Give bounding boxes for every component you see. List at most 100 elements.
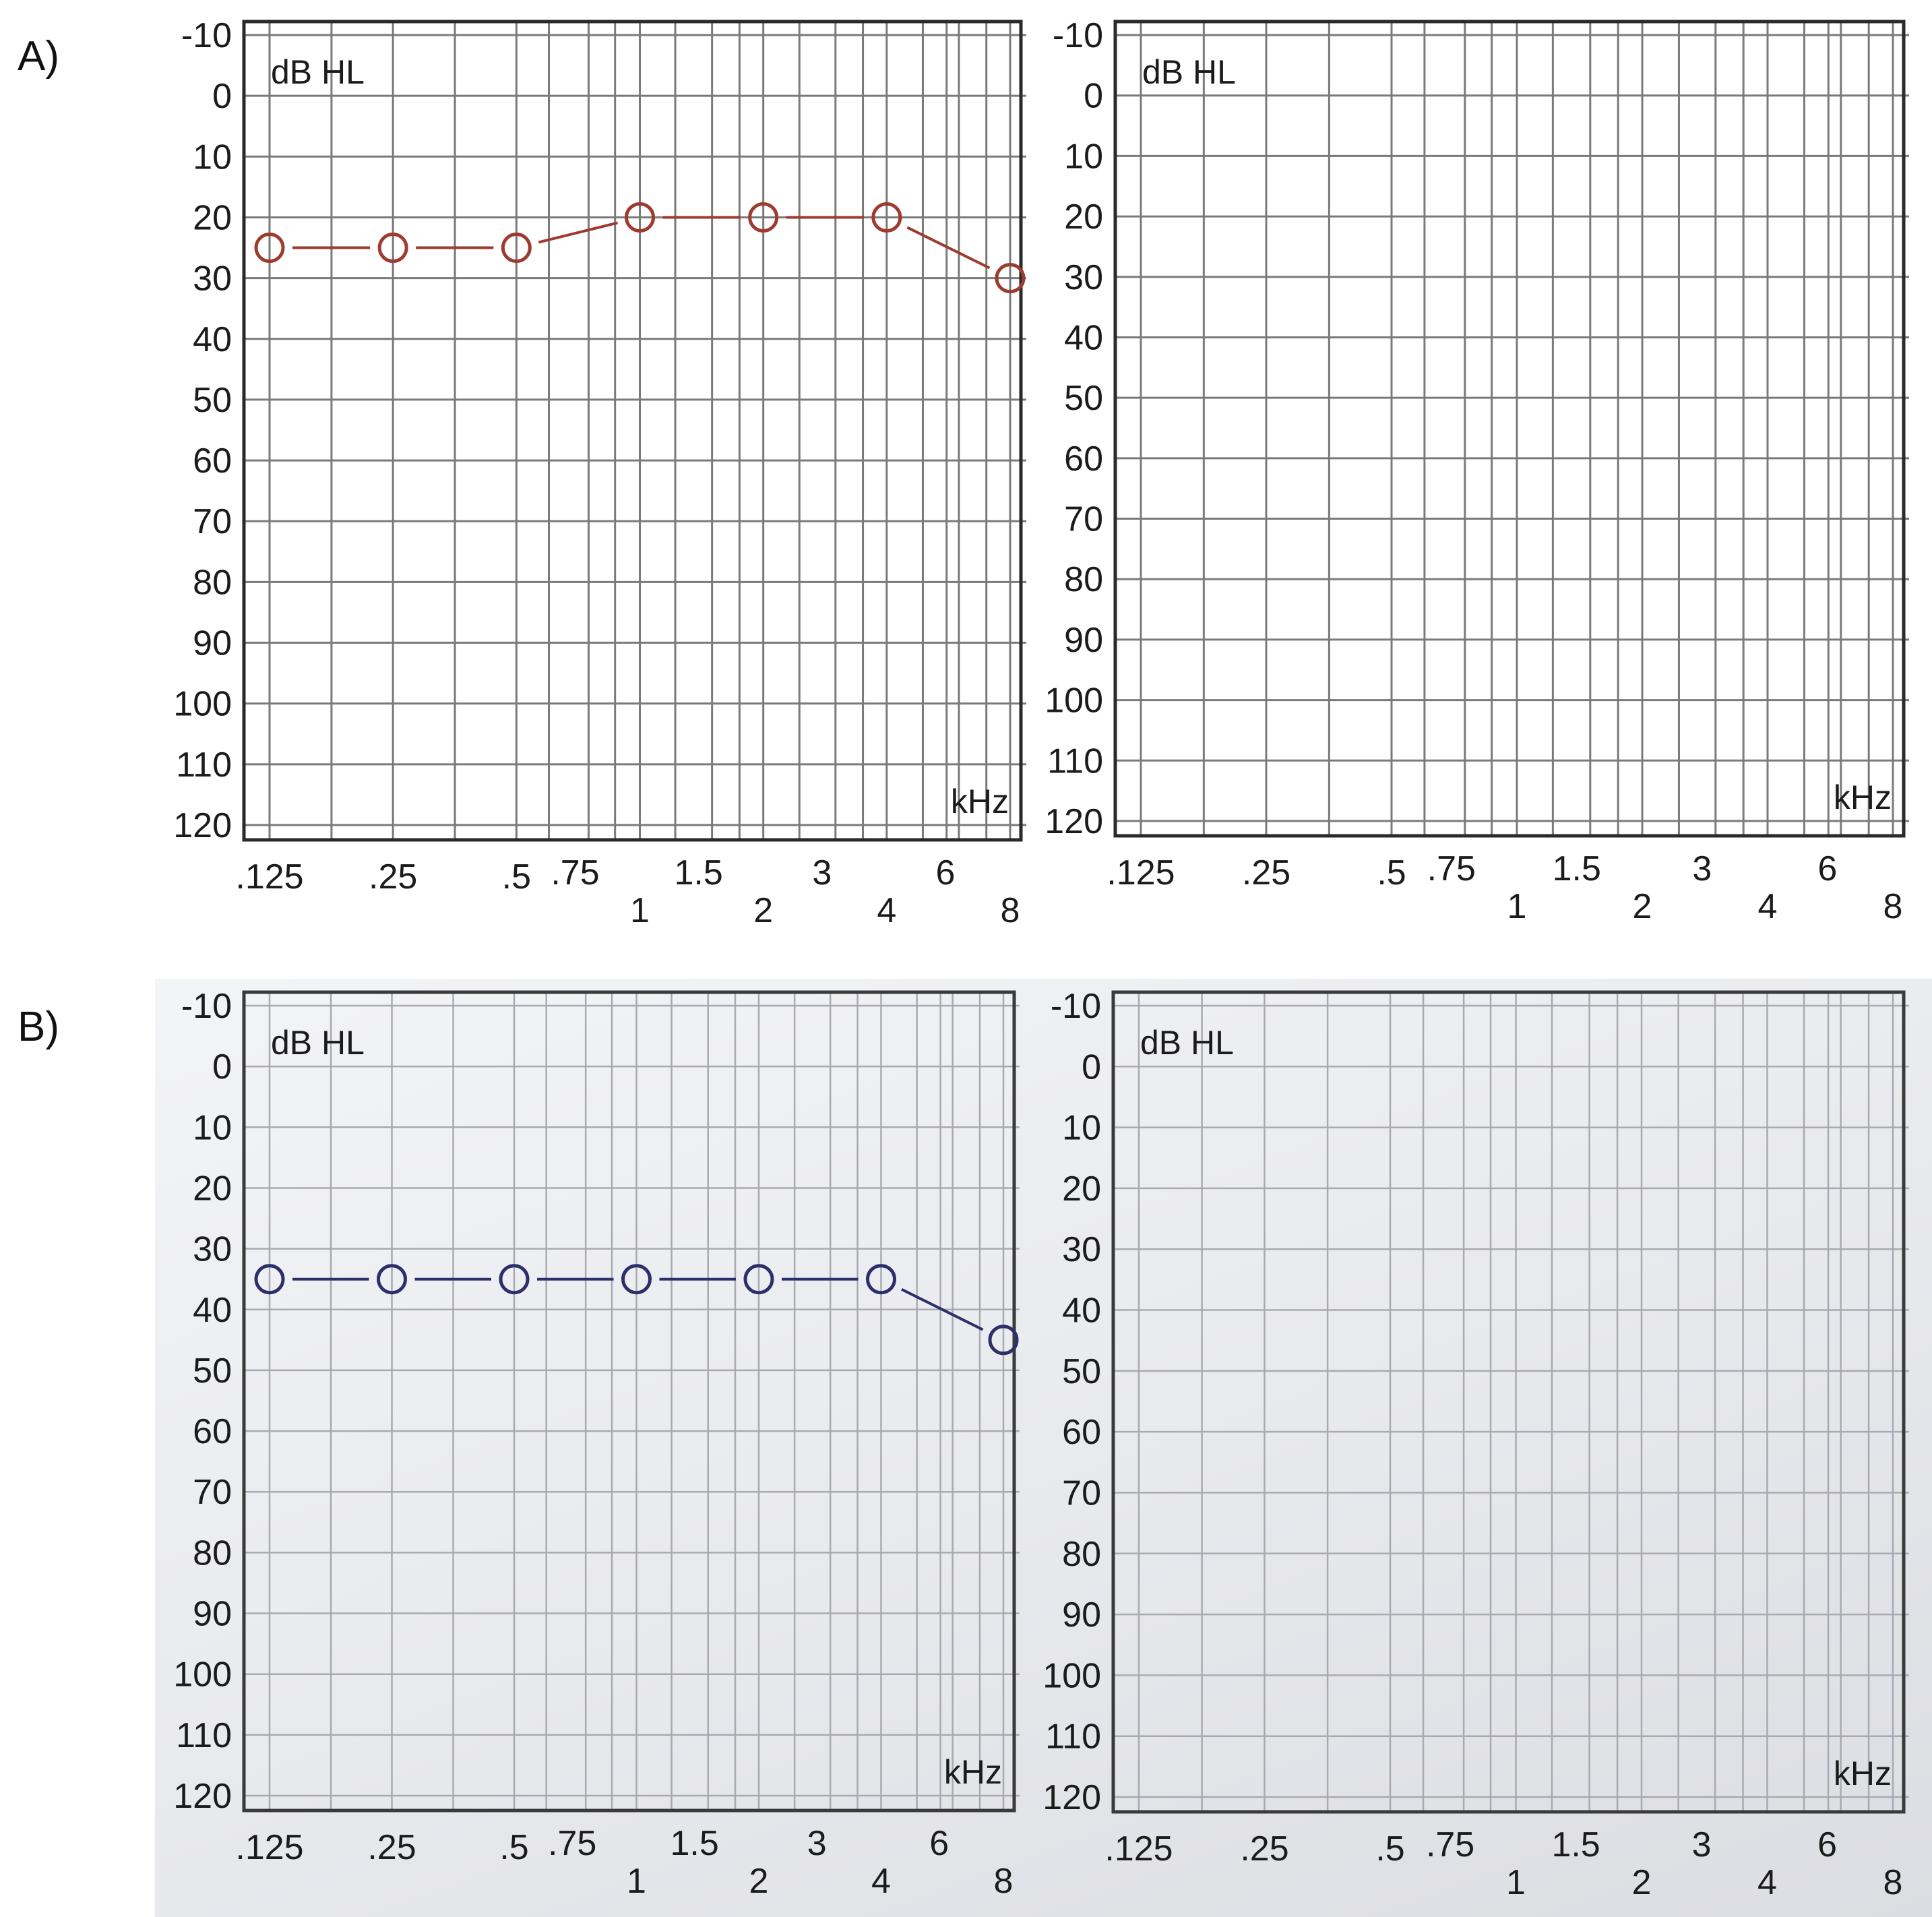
panel-b-paper-background [155, 979, 1932, 1917]
y-tick-label: 30 [1064, 258, 1103, 297]
y-tick-label: 80 [193, 1533, 232, 1573]
x-tick-label-minor: 6 [929, 1824, 949, 1863]
y-axis-label: dB HL [1140, 1024, 1234, 1062]
x-tick-label: 4 [877, 891, 896, 930]
x-tick-label: 1 [1507, 887, 1527, 926]
y-tick-label: 20 [1062, 1169, 1101, 1209]
x-tick-label-minor: 3 [807, 1824, 827, 1863]
y-tick-label: 10 [193, 1108, 232, 1147]
x-tick-label: 8 [994, 1862, 1014, 1901]
x-tick-label: .25 [1242, 853, 1290, 892]
y-tick-label: -10 [181, 987, 232, 1026]
y-tick-label: 60 [1062, 1413, 1101, 1452]
y-tick-label: 40 [193, 1291, 232, 1330]
y-tick-label: 60 [193, 1412, 232, 1451]
y-tick-label: -10 [181, 16, 232, 55]
y-tick-label: 110 [1045, 1717, 1101, 1757]
y-tick-label: 120 [173, 1777, 232, 1816]
x-tick-label: 1 [1506, 1863, 1526, 1902]
y-tick-label: 60 [1064, 439, 1103, 479]
x-tick-label-minor: .75 [1426, 1825, 1474, 1864]
plot-frame [242, 990, 1016, 1813]
y-tick-label: 120 [1042, 1778, 1101, 1817]
x-tick-label-minor: .75 [1427, 849, 1476, 888]
y-tick-label: -10 [1051, 987, 1101, 1026]
x-tick-label: .5 [1377, 853, 1406, 892]
y-tick-label: 30 [1062, 1230, 1101, 1269]
plot-frame [242, 20, 1023, 842]
x-axis-label: kHz [944, 1753, 1002, 1791]
x-axis-label: kHz [951, 783, 1009, 820]
audiogram-b-right: -10 0 10 20 30 40 50 60 70 80 90 100 110 120.125 .25 .5… [1042, 987, 1909, 1902]
x-tick-label-minor: 6 [1817, 1825, 1837, 1864]
y-tick-label: 0 [1082, 1047, 1101, 1087]
x-tick-label: 4 [871, 1862, 891, 1901]
x-tick-label-minor: 6 [1817, 849, 1837, 888]
x-tick-label-minor: 3 [1692, 1825, 1712, 1864]
y-tick-label: 100 [173, 685, 232, 724]
x-tick-label: .125 [235, 857, 303, 896]
panel-label-a: A) [18, 33, 59, 80]
y-tick-label: 100 [1045, 681, 1103, 721]
data-point-circle [499, 1264, 530, 1295]
data-point-circle [988, 1325, 1019, 1356]
x-tick-label: 2 [1632, 1863, 1652, 1902]
x-tick-label: .25 [369, 857, 417, 896]
data-point-circle [501, 233, 532, 264]
x-tick-label-minor: 1.5 [671, 1824, 719, 1863]
data-point-circle [254, 233, 285, 264]
y-tick-label: 80 [193, 563, 232, 602]
x-tick-label-minor: 6 [936, 853, 956, 892]
data-point-circle [748, 202, 779, 233]
y-tick-label: 90 [193, 1595, 232, 1634]
y-tick-label: 10 [1062, 1109, 1101, 1148]
data-point-circle [377, 1264, 407, 1295]
y-tick-label: 70 [193, 502, 232, 541]
x-tick-label: 2 [1633, 887, 1652, 926]
x-tick-label: 4 [1757, 1863, 1777, 1902]
y-tick-label: 50 [193, 1351, 232, 1391]
x-tick-label: .25 [367, 1828, 416, 1867]
audiogram-a-left: -10 0 10 20 30 40 50 60 70 80 90 100 110 120.125 .25 .5… [173, 16, 1026, 930]
x-tick-label: 8 [1001, 891, 1020, 930]
x-tick-label: .25 [1240, 1829, 1288, 1868]
y-tick-label: 80 [1062, 1535, 1101, 1574]
y-axis-label: dB HL [1142, 53, 1236, 91]
y-tick-label: 50 [1064, 379, 1103, 418]
data-point-circle [743, 1264, 774, 1295]
y-tick-label: 60 [193, 442, 232, 481]
y-tick-label: 10 [193, 138, 232, 177]
x-tick-label-minor: 3 [1692, 849, 1712, 888]
y-tick-label: 40 [1064, 318, 1103, 357]
data-point-circle [995, 263, 1026, 294]
y-tick-label: 0 [1084, 77, 1103, 116]
y-tick-label: 100 [173, 1655, 232, 1695]
y-tick-label: 20 [1064, 197, 1103, 237]
y-tick-label: 90 [193, 624, 232, 663]
x-tick-label: .5 [1375, 1829, 1404, 1868]
y-tick-label: 30 [193, 1230, 232, 1269]
y-tick-label: 20 [193, 198, 232, 237]
x-axis-label: kHz [1834, 779, 1892, 816]
x-tick-label: 1 [630, 891, 650, 930]
x-tick-label: 1 [627, 1862, 646, 1901]
x-tick-label: .125 [1104, 1829, 1173, 1868]
y-tick-label: 50 [193, 381, 232, 420]
y-tick-label: 40 [1062, 1291, 1101, 1331]
y-tick-label: 110 [176, 746, 232, 785]
y-tick-label: 10 [1064, 137, 1103, 176]
x-tick-label: .5 [502, 857, 531, 896]
x-tick-label: 8 [1883, 1863, 1903, 1902]
x-tick-label-minor: .75 [548, 1824, 596, 1863]
series-segment [538, 221, 618, 244]
x-tick-label: .5 [499, 1828, 528, 1867]
y-tick-label: 80 [1064, 560, 1103, 599]
x-tick-label: 4 [1758, 887, 1778, 926]
y-tick-label: 20 [193, 1169, 232, 1208]
series-segment [901, 1288, 984, 1331]
data-point-circle [254, 1264, 285, 1295]
data-point-circle [871, 202, 902, 233]
y-tick-label: -10 [1053, 16, 1103, 55]
y-tick-label: 70 [1062, 1473, 1101, 1513]
y-tick-label: 90 [1062, 1595, 1101, 1635]
